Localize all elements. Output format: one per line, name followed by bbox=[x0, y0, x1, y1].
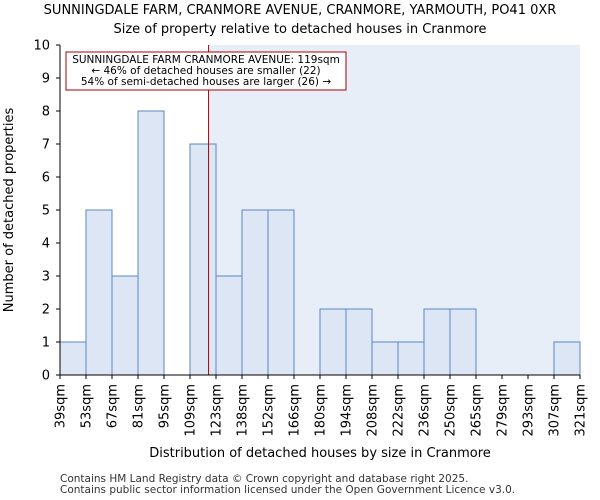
x-ticks: 39sqm 53sqm 67sqm 81sqm 95sqm 109sqm 123sqm 138… bbox=[54, 375, 589, 437]
y-tick-label: 5 bbox=[42, 204, 50, 219]
y-tick-label: 7 bbox=[42, 138, 50, 153]
bar-194sqm bbox=[345, 308, 373, 376]
bar-236sqm bbox=[423, 308, 451, 376]
annotation-line-1: SUNNINGDALE FARM CRANMORE AVENUE: 119sqm bbox=[72, 54, 340, 66]
bar-67sqm bbox=[111, 275, 139, 376]
y-tick-label: 4 bbox=[42, 237, 50, 252]
bar-109sqm bbox=[189, 143, 217, 376]
annotation-box: SUNNINGDALE FARM CRANMORE AVENUE: 119sqm… bbox=[65, 51, 347, 91]
x-tick-label: 180sqm bbox=[314, 384, 329, 437]
annotation-line-3: 54% of semi-detached houses are larger (… bbox=[81, 76, 332, 88]
y-axis-label: Number of detached properties bbox=[2, 108, 17, 313]
bar-123sqm bbox=[215, 275, 243, 376]
x-tick-label: 250sqm bbox=[444, 384, 459, 437]
bar-208sqm bbox=[371, 341, 399, 376]
x-tick-label: 265sqm bbox=[470, 384, 485, 437]
x-tick-label: 67sqm bbox=[106, 384, 121, 428]
x-tick-label: 152sqm bbox=[262, 384, 277, 437]
x-tick-label: 109sqm bbox=[184, 384, 199, 437]
chart-subtitle: Size of property relative to detached ho… bbox=[113, 22, 486, 37]
bar-138sqm bbox=[241, 209, 269, 376]
bars-group bbox=[59, 110, 581, 376]
bar-307sqm bbox=[553, 341, 581, 376]
x-tick-label: 166sqm bbox=[288, 384, 303, 437]
annotation-line-2: ← 46% of detached houses are smaller (22… bbox=[91, 65, 320, 77]
x-axis-label: Distribution of detached houses by size … bbox=[149, 446, 491, 461]
footer-line-2: Contains public sector information licen… bbox=[60, 484, 516, 496]
bar-250sqm bbox=[449, 308, 477, 376]
footer-line-1: Contains HM Land Registry data © Crown c… bbox=[60, 473, 469, 485]
bar-53sqm bbox=[85, 209, 113, 376]
bar-39sqm bbox=[59, 341, 87, 376]
x-tick-label: 194sqm bbox=[340, 384, 355, 437]
y-tick-label: 10 bbox=[33, 39, 50, 54]
x-tick-label: 222sqm bbox=[392, 384, 407, 437]
annotation-border bbox=[65, 51, 347, 91]
x-tick-label: 293sqm bbox=[522, 384, 537, 437]
bar-152sqm bbox=[267, 209, 295, 376]
chart-title: SUNNINGDALE FARM, CRANMORE AVENUE, CRANM… bbox=[44, 3, 557, 18]
y-tick-label: 1 bbox=[42, 336, 50, 351]
y-ticks: 0 1 2 3 4 5 6 7 8 9 10 bbox=[33, 39, 60, 384]
bar-180sqm bbox=[319, 308, 347, 376]
y-tick-label: 2 bbox=[42, 303, 50, 318]
y-tick-label: 0 bbox=[42, 369, 50, 384]
x-tick-label: 53sqm bbox=[80, 384, 95, 428]
y-tick-label: 6 bbox=[42, 171, 50, 186]
x-tick-label: 39sqm bbox=[54, 384, 69, 428]
x-tick-label: 321sqm bbox=[574, 384, 589, 437]
x-tick-label: 81sqm bbox=[132, 384, 147, 428]
bar-222sqm bbox=[397, 341, 425, 376]
x-tick-label: 95sqm bbox=[158, 384, 173, 428]
x-tick-label: 307sqm bbox=[548, 384, 563, 437]
y-tick-label: 8 bbox=[42, 105, 50, 120]
x-tick-label: 279sqm bbox=[496, 384, 511, 437]
bar-81sqm bbox=[137, 110, 165, 376]
x-tick-label: 138sqm bbox=[236, 384, 251, 437]
x-tick-label: 236sqm bbox=[418, 384, 433, 437]
x-tick-label: 123sqm bbox=[210, 384, 225, 437]
y-tick-label: 9 bbox=[42, 72, 50, 87]
y-tick-label: 3 bbox=[42, 270, 50, 285]
x-tick-label: 208sqm bbox=[366, 384, 381, 437]
